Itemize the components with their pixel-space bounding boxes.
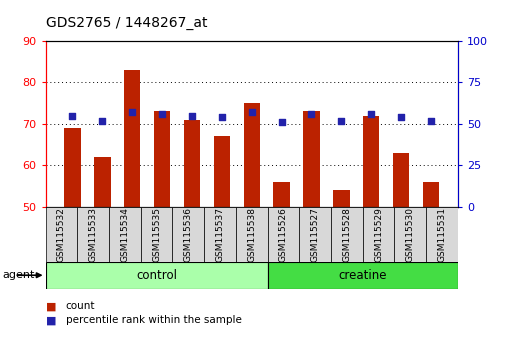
Text: GSM115527: GSM115527: [310, 207, 319, 262]
Point: [337, 118, 345, 124]
Bar: [392, 153, 409, 207]
Bar: [267, 262, 457, 289]
Text: ■: ■: [45, 301, 56, 311]
Point: [98, 118, 106, 124]
Bar: [273, 182, 289, 207]
Bar: [45, 207, 77, 262]
Text: GSM115530: GSM115530: [405, 207, 414, 262]
Bar: [425, 207, 457, 262]
Bar: [362, 207, 394, 262]
Text: GDS2765 / 1448267_at: GDS2765 / 1448267_at: [45, 16, 207, 30]
Text: GSM115533: GSM115533: [88, 207, 97, 262]
Point: [247, 109, 256, 115]
Text: GSM115526: GSM115526: [278, 207, 287, 262]
Bar: [172, 207, 204, 262]
Bar: [94, 157, 111, 207]
Text: percentile rank within the sample: percentile rank within the sample: [66, 315, 241, 325]
Bar: [330, 207, 362, 262]
Text: GSM115529: GSM115529: [373, 207, 382, 262]
Bar: [109, 207, 140, 262]
Bar: [124, 70, 140, 207]
Bar: [267, 207, 299, 262]
Text: GSM115538: GSM115538: [247, 207, 256, 262]
Text: GSM115537: GSM115537: [215, 207, 224, 262]
Text: ■: ■: [45, 315, 56, 325]
Text: GSM115536: GSM115536: [183, 207, 192, 262]
Point: [128, 109, 136, 115]
Bar: [243, 103, 260, 207]
Point: [396, 114, 405, 120]
Text: GSM115532: GSM115532: [57, 207, 66, 262]
Point: [158, 111, 166, 117]
Point: [68, 113, 76, 118]
Text: GSM115528: GSM115528: [342, 207, 350, 262]
Point: [307, 111, 315, 117]
Point: [277, 119, 285, 125]
Bar: [422, 182, 438, 207]
Bar: [394, 207, 425, 262]
Bar: [140, 207, 172, 262]
Point: [426, 118, 434, 124]
Point: [367, 111, 375, 117]
Bar: [183, 120, 200, 207]
Text: control: control: [136, 269, 177, 282]
Bar: [362, 115, 379, 207]
Text: GSM115531: GSM115531: [437, 207, 446, 262]
Bar: [235, 207, 267, 262]
Text: count: count: [66, 301, 95, 311]
Bar: [154, 112, 170, 207]
Bar: [299, 207, 330, 262]
Bar: [64, 128, 81, 207]
Text: creatine: creatine: [338, 269, 386, 282]
Bar: [302, 112, 319, 207]
Bar: [332, 190, 349, 207]
Point: [187, 113, 195, 118]
Bar: [204, 207, 235, 262]
Bar: [77, 207, 109, 262]
Bar: [213, 136, 230, 207]
Text: agent: agent: [3, 270, 35, 280]
Text: GSM115534: GSM115534: [120, 207, 129, 262]
Text: GSM115535: GSM115535: [152, 207, 161, 262]
Bar: [45, 262, 267, 289]
Point: [217, 114, 225, 120]
